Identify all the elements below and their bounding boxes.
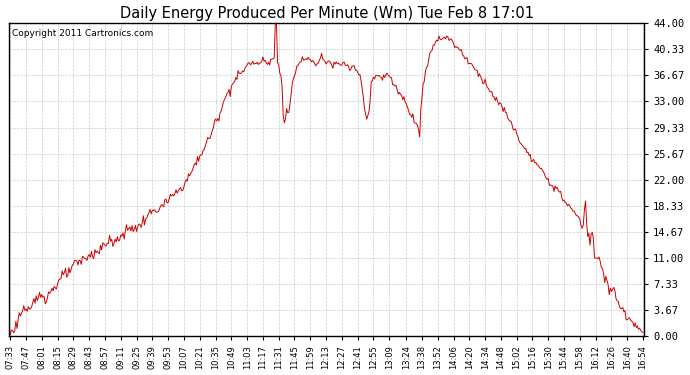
Title: Daily Energy Produced Per Minute (Wm) Tue Feb 8 17:01: Daily Energy Produced Per Minute (Wm) Tu… <box>119 6 533 21</box>
Text: Copyright 2011 Cartronics.com: Copyright 2011 Cartronics.com <box>12 29 154 38</box>
